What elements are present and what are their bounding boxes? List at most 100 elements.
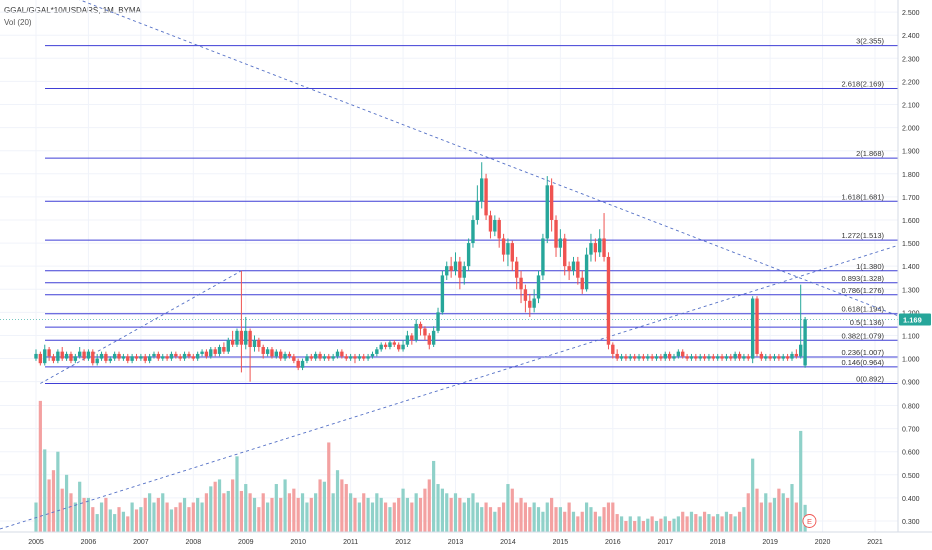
candle-body: [488, 215, 493, 232]
candle-body: [370, 353, 375, 357]
volume-bar: [331, 493, 335, 532]
candle-body: [130, 356, 134, 361]
candle-body: [453, 261, 458, 271]
x-tick-label: 2017: [657, 539, 673, 546]
volume-bar: [510, 488, 514, 532]
volume-bar: [584, 502, 589, 532]
x-tick-label: 2010: [290, 539, 306, 546]
candle-body: [230, 340, 235, 345]
candle-body: [755, 298, 759, 354]
volume-bar: [349, 493, 353, 532]
volume-bar: [252, 497, 257, 532]
volume-bar: [261, 493, 265, 532]
y-tick-label: 1.500: [902, 241, 920, 248]
volume-bar: [139, 507, 143, 532]
candle-body: [418, 323, 423, 329]
candle-body: [423, 328, 427, 336]
x-tick-label: 2019: [762, 539, 778, 546]
candle-body: [195, 353, 200, 359]
candle-body: [471, 219, 475, 244]
y-tick-label: 0.600: [902, 450, 920, 457]
candle-body: [174, 353, 178, 357]
candle-body: [64, 353, 69, 359]
candle-body: [685, 356, 689, 359]
volume-bar: [296, 497, 300, 532]
volume-bar: [161, 493, 165, 532]
volume-bar: [314, 493, 318, 532]
volume-bar: [327, 442, 331, 532]
volume-bar: [676, 516, 680, 532]
volume-bar: [148, 493, 152, 532]
volume-bar: [99, 502, 104, 532]
volume-bar: [729, 514, 733, 532]
candle-body: [112, 353, 117, 359]
candle-body: [519, 277, 523, 290]
candle-body: [226, 340, 230, 352]
volume-bar: [362, 493, 366, 532]
volume-bar: [663, 516, 667, 532]
y-tick-label: 0.700: [902, 427, 920, 434]
candle-body: [362, 356, 366, 359]
candle-body: [38, 353, 43, 364]
candle-body: [43, 349, 47, 364]
y-tick-label: 2.300: [902, 56, 920, 63]
y-tick-label: 2.500: [902, 10, 920, 17]
volume-bar: [619, 516, 624, 532]
volume-bar: [672, 518, 676, 532]
candle-body: [200, 351, 204, 354]
volume-bar: [650, 516, 654, 532]
candle-body: [729, 356, 733, 359]
volume-bars: [34, 400, 807, 532]
candle-body: [589, 243, 593, 255]
volume-bar: [217, 479, 222, 532]
volume-bar: [532, 502, 536, 532]
volume-bar: [274, 484, 278, 532]
volume-bar: [580, 511, 584, 532]
volume-bar: [196, 497, 200, 532]
volume-bar: [528, 507, 532, 532]
candle-body: [536, 275, 541, 299]
candle-body: [475, 201, 480, 220]
volume-bar: [764, 493, 768, 532]
volume-bar: [388, 507, 392, 532]
volume-bar: [169, 509, 174, 532]
volume-bar: [589, 507, 593, 532]
candle-body: [165, 356, 169, 359]
candle-body: [383, 344, 388, 348]
y-tick-label: 1.700: [902, 195, 920, 202]
volume-bar: [724, 511, 729, 532]
candle-body: [152, 353, 156, 357]
x-tick-label: 2018: [710, 539, 726, 546]
candle-body: [593, 243, 598, 253]
volume-bar: [375, 493, 379, 532]
candle-body: [746, 356, 750, 359]
y-tick-label: 2.200: [902, 79, 920, 86]
x-tick-label: 2015: [553, 539, 569, 546]
volume-bar: [344, 484, 348, 532]
candle-body: [733, 353, 737, 359]
candle-body: [694, 356, 698, 359]
candle-body: [375, 349, 379, 354]
candle-body: [99, 353, 104, 359]
candle-body: [270, 349, 274, 357]
candle-body: [427, 335, 431, 345]
volume-bar: [410, 502, 414, 532]
candle-body: [410, 335, 414, 341]
candle-body: [611, 344, 615, 354]
candle-body: [654, 356, 659, 359]
volume-bar: [698, 516, 702, 532]
candles: [34, 162, 807, 382]
volume-bar: [38, 400, 42, 532]
candle-body: [628, 356, 632, 359]
candle-body: [558, 238, 563, 248]
volume-bar: [458, 497, 462, 532]
candle-body: [554, 219, 558, 248]
candle-body: [279, 351, 283, 359]
candle-body: [331, 356, 335, 359]
candle-body: [265, 349, 270, 354]
candle-body: [632, 356, 637, 359]
candle-body: [344, 356, 348, 359]
volume-bar: [204, 493, 209, 532]
volume-bar: [182, 497, 187, 532]
